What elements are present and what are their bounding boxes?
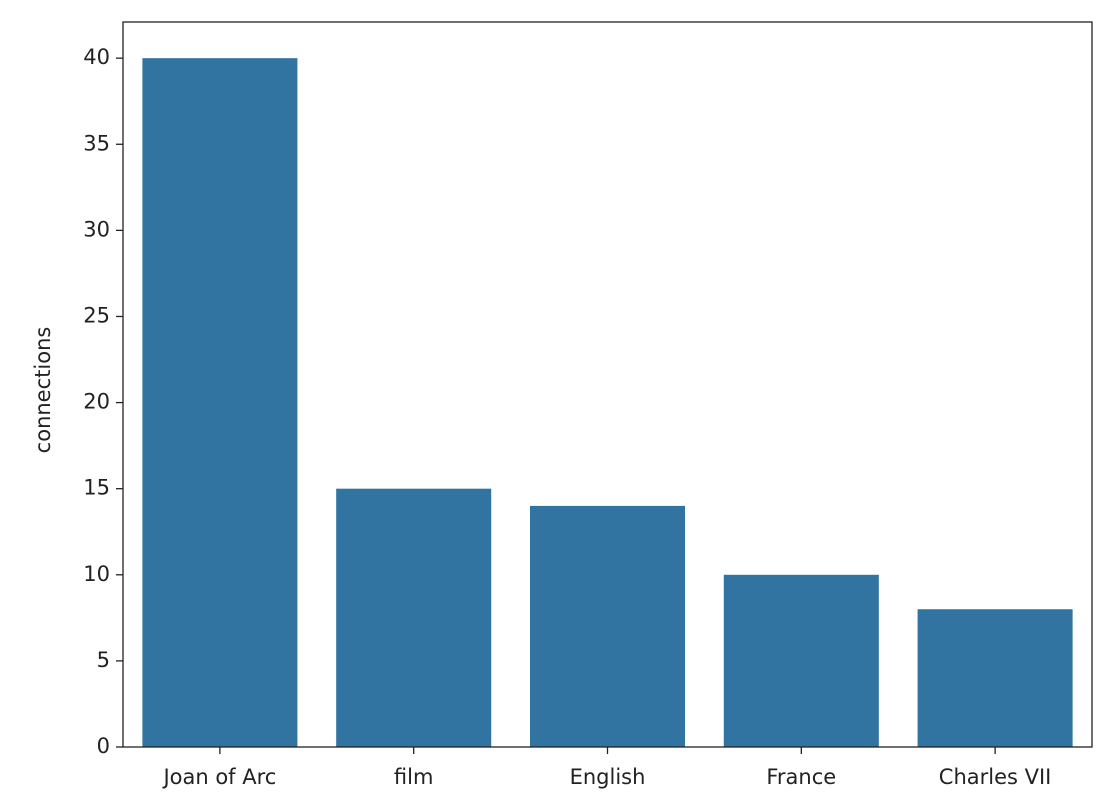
plot-frame bbox=[122, 21, 1093, 748]
bar bbox=[917, 609, 1073, 747]
y-tick-label: 30 bbox=[83, 217, 110, 241]
y-tick-label: 25 bbox=[83, 303, 110, 327]
y-tick-label: 15 bbox=[83, 476, 110, 500]
y-axis-label: connections bbox=[31, 327, 55, 454]
x-tick-label: Charles VII bbox=[939, 765, 1052, 789]
y-tick-label: 20 bbox=[83, 390, 110, 414]
bar bbox=[142, 58, 298, 748]
x-tick-label: English bbox=[570, 765, 646, 789]
x-tick-label: film bbox=[394, 765, 434, 789]
bar bbox=[336, 488, 492, 747]
y-tick-label: 5 bbox=[97, 648, 110, 672]
y-tick-label: 35 bbox=[83, 131, 110, 155]
y-tick-label: 40 bbox=[83, 45, 110, 69]
y-tick-label: 10 bbox=[83, 562, 110, 586]
y-tick-label: 0 bbox=[97, 734, 110, 758]
x-tick-label: France bbox=[766, 765, 836, 789]
bar bbox=[723, 574, 879, 747]
bar bbox=[529, 505, 686, 747]
x-tick-label: Joan of Arc bbox=[161, 765, 276, 789]
